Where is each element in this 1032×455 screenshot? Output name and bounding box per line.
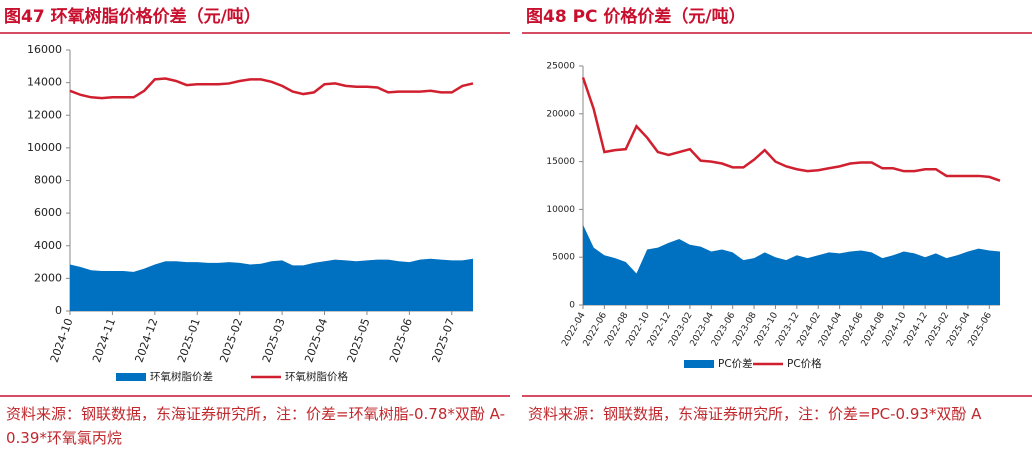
line [581,77,1001,182]
x-tick-label: 2025-02 [217,317,245,365]
y-tick-label: 4000 [34,239,62,252]
source-note: 资料来源：钢联数据，东海证券研究所，注：价差=环氧树脂-0.78*双酚 A-0.… [6,405,505,447]
y-tick-label: 0 [55,304,62,317]
legend-label: PC价差 [718,357,753,370]
y-tick-label: 15000 [546,157,575,167]
y-tick-label: 8000 [34,174,62,187]
chart-title: 图48 PC 价格价差（元/吨） [526,6,746,27]
chart: 图47 环氧树脂价格价差（元/吨） 0 2000 4000 6000 8000 10000 1… [0,6,510,397]
y-tick-label: 0 [569,301,575,311]
y-tick-label: 5000 [552,253,575,263]
x-tick-label: 2025-03 [260,317,288,365]
y-tick-label: 25000 [546,62,575,72]
y-tick-label: 16000 [27,43,62,56]
y-tick-label: 2000 [34,271,62,284]
chart: 图48 PC 价格价差（元/吨） 0 5000 10000 15000 20000 2500… [522,6,1032,397]
x-tick-label: 2025-05 [345,317,373,365]
x-tick-label: 2025-04 [302,317,330,365]
y-tick-label: 10000 [27,141,62,154]
legend-swatch [684,360,714,368]
y-tick-label: 14000 [27,76,62,89]
x-tick-label: 2025-07 [429,317,457,365]
chart-title: 图47 环氧树脂价格价差（元/吨） [4,6,261,27]
y-tick-label: 12000 [27,108,62,121]
area [583,224,1000,305]
x-tick-label: 2024-12 [133,317,161,365]
legend-label: PC价格 [787,357,822,370]
area [70,258,473,311]
y-tick-label: 20000 [546,109,575,119]
y-tick-label: 10000 [546,205,575,215]
x-tick-label: 2024-10 [48,317,76,365]
x-tick-label: 2024-11 [90,317,118,365]
legend-swatch [116,373,146,381]
legend-label: 环氧树脂价差 [150,370,213,383]
legend-label: 环氧树脂价格 [285,370,348,383]
x-tick-label: 2025-06 [387,317,415,365]
source-note: 资料来源：钢联数据，东海证券研究所，注：价差=PC-0.93*双酚 A [528,405,982,423]
line [69,77,474,100]
y-tick-label: 6000 [34,206,62,219]
x-tick-label: 2025-01 [175,317,203,365]
